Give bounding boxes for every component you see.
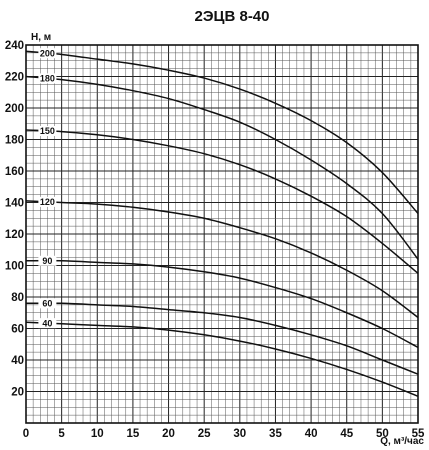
x-tick-label: 30 bbox=[233, 428, 246, 440]
y-tick-label: 20 bbox=[11, 387, 24, 399]
x-tick-label: 50 bbox=[376, 428, 389, 440]
y-tick-label: 100 bbox=[5, 261, 24, 273]
x-tick-label: 20 bbox=[162, 428, 175, 440]
curve-labels: 200 180 150 120 90 60 40 bbox=[38, 48, 57, 329]
y-tick-label: 80 bbox=[11, 292, 24, 304]
curve-label-90: 90 bbox=[42, 256, 52, 266]
y-tick-label: 140 bbox=[5, 198, 24, 210]
plot-frame bbox=[25, 44, 419, 424]
tick-labels: 0 5 10 15 20 25 30 35 40 45 50 55 20 40 60 80 100 120 140 1… bbox=[5, 40, 425, 440]
x-axis-label: Q, м³/час bbox=[380, 436, 424, 447]
curve-40 bbox=[25, 321, 419, 397]
y-tick-label: 180 bbox=[5, 135, 24, 147]
y-tick-label: 200 bbox=[5, 103, 24, 115]
x-tick-label: 10 bbox=[91, 428, 104, 440]
curve-180 bbox=[25, 75, 419, 260]
curve-label-bg bbox=[38, 196, 57, 207]
curve-label-bg bbox=[38, 73, 57, 84]
y-axis-label: H, м bbox=[31, 32, 51, 43]
x-tick-label: 35 bbox=[269, 428, 282, 440]
x-tick-label: 5 bbox=[58, 428, 65, 440]
x-tick-label: 45 bbox=[340, 428, 353, 440]
x-tick-label: 0 bbox=[23, 428, 29, 440]
y-tick-label: 120 bbox=[5, 229, 24, 241]
curve-label-60: 60 bbox=[42, 299, 52, 309]
y-tick-label: 240 bbox=[5, 40, 24, 52]
curve-label-200: 200 bbox=[40, 48, 55, 58]
curve-label-bg bbox=[38, 298, 57, 309]
curve-60 bbox=[25, 302, 419, 375]
y-tick-label: 60 bbox=[11, 324, 24, 336]
curve-label-150: 150 bbox=[40, 126, 55, 136]
y-tick-label: 220 bbox=[5, 72, 24, 84]
curve-label-bg bbox=[38, 125, 57, 136]
chart-title: 2ЭЦВ 8-40 bbox=[195, 8, 270, 25]
curves bbox=[25, 50, 419, 397]
curve-label-bg bbox=[38, 255, 57, 266]
curve-90 bbox=[25, 259, 419, 349]
x-tick-label: 15 bbox=[127, 428, 140, 440]
y-tick-label: 40 bbox=[11, 355, 24, 367]
curve-label-120: 120 bbox=[40, 197, 55, 207]
curve-label-bg bbox=[38, 48, 57, 59]
y-tick-label: 160 bbox=[5, 166, 24, 178]
curve-label-180: 180 bbox=[40, 74, 55, 84]
x-tick-label: 55 bbox=[412, 428, 425, 440]
curve-label-40: 40 bbox=[42, 318, 52, 328]
curve-150 bbox=[25, 129, 419, 274]
curve-label-bg bbox=[38, 318, 57, 329]
curve-200 bbox=[25, 50, 419, 215]
x-tick-label: 25 bbox=[198, 428, 211, 440]
curve-120 bbox=[25, 200, 419, 319]
grid bbox=[26, 45, 418, 423]
x-tick-label: 40 bbox=[305, 428, 318, 440]
